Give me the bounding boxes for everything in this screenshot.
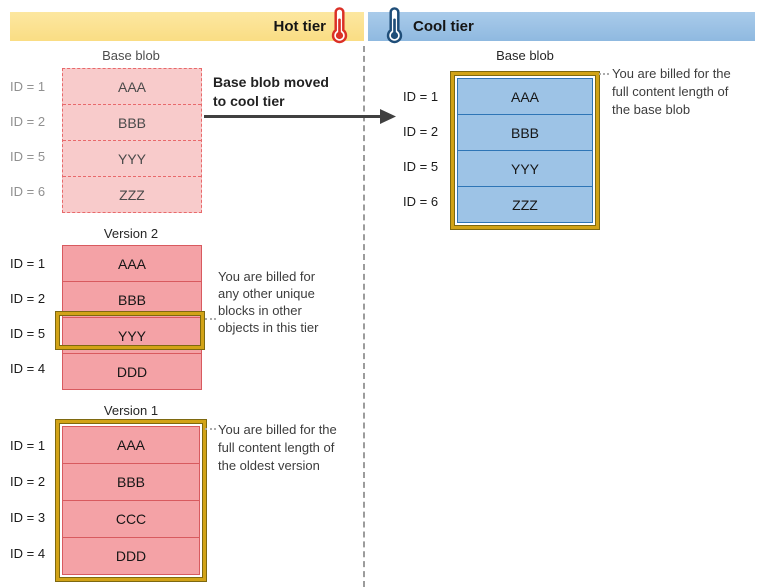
- hot-base-blob-title: Base blob: [102, 48, 160, 63]
- cool-tier-header: Cool tier: [368, 12, 755, 41]
- block-cell: BBB: [63, 281, 201, 317]
- cool-base-blob-table: AAA BBB YYY ZZZ: [457, 78, 593, 223]
- block-cell: CCC: [63, 500, 199, 537]
- move-note: Base blob moved to cool tier: [213, 73, 329, 111]
- row-id-label: ID = 1: [10, 79, 46, 94]
- version1-title: Version 1: [103, 403, 159, 418]
- note-connector-dots: [205, 428, 216, 430]
- row-id-label: ID = 4: [10, 545, 46, 561]
- block-cell: AAA: [117, 255, 146, 272]
- note-line: blocks in other: [218, 303, 302, 318]
- row-id-label: ID = 5: [10, 326, 46, 341]
- row-id-label: ID = 1: [10, 256, 46, 271]
- row-id-label: ID = 2: [10, 473, 46, 489]
- block-cell: BBB: [63, 463, 199, 500]
- note-connector-dots: [205, 318, 216, 320]
- note-line: You are billed for the: [218, 422, 337, 437]
- billed-highlight-frame: AAA BBB YYY ZZZ: [451, 72, 599, 229]
- hot-tier-header: Hot tier: [10, 12, 364, 41]
- version2-billing-note: You are billed for any other unique bloc…: [218, 268, 318, 336]
- block-cell: DDD: [63, 353, 201, 389]
- block-cell: BBB: [63, 104, 201, 140]
- block-cell: YYY: [63, 140, 201, 176]
- row-id-label: ID = 1: [403, 89, 439, 104]
- cool-base-blob-title: Base blob: [496, 48, 554, 63]
- cool-base-blob-id-column: ID = 1 ID = 2 ID = 5 ID = 6: [403, 79, 438, 219]
- block-cell: DDD: [63, 537, 199, 574]
- hot-base-blob-table: AAA BBB YYY ZZZ: [62, 68, 202, 213]
- version1-table: AAA BBB CCC DDD: [62, 426, 200, 575]
- row-id-label: ID = 4: [10, 361, 46, 376]
- hot-tier-label: Hot tier: [273, 18, 327, 35]
- version2-id-column: ID = 1 ID = 2 ID = 5 ID = 4: [10, 246, 45, 386]
- block-cell: ZZZ: [458, 186, 592, 222]
- version1-billing-note: You are billed for the full content leng…: [218, 421, 337, 475]
- block-cell: ZZZ: [63, 176, 201, 212]
- row-id-label: ID = 2: [403, 124, 439, 139]
- block-cell: AAA: [117, 78, 146, 95]
- move-arrow: [204, 109, 396, 124]
- thermometer-cool-icon: [386, 7, 403, 44]
- version2-title: Version 2: [103, 226, 159, 241]
- row-id-label: ID = 5: [403, 159, 439, 174]
- billed-highlight-frame: AAA BBB CCC DDD: [56, 420, 206, 581]
- row-id-label: ID = 2: [10, 291, 46, 306]
- tier-divider: [363, 46, 365, 587]
- version1-id-column: ID = 1 ID = 2 ID = 3 ID = 4: [10, 427, 45, 571]
- version2-table: AAA BBB YYY DDD: [62, 245, 202, 390]
- row-id-label: ID = 5: [10, 149, 46, 164]
- block-cell: BBB: [458, 114, 592, 150]
- note-line: any other unique: [218, 286, 315, 301]
- note-line: the base blob: [612, 102, 691, 117]
- row-id-label: ID = 2: [10, 114, 46, 129]
- hot-base-blob-id-column: ID = 1 ID = 2 ID = 5 ID = 6: [10, 69, 45, 209]
- note-line: You are billed for the: [612, 66, 731, 81]
- move-note-line: Base blob moved: [213, 74, 329, 90]
- block-cell: YYY: [458, 150, 592, 186]
- billed-highlight-box: [56, 312, 204, 349]
- row-id-label: ID = 1: [10, 437, 46, 453]
- cool-billing-note: You are billed for the full content leng…: [612, 65, 731, 119]
- note-line: full content length of: [218, 440, 335, 455]
- move-note-line: to cool tier: [213, 93, 285, 109]
- block-cell: YYY: [63, 317, 201, 353]
- note-connector-dots: [599, 73, 609, 75]
- row-id-label: ID = 3: [10, 509, 46, 525]
- row-id-label: ID = 6: [10, 184, 46, 199]
- block-cell: AAA: [510, 88, 539, 105]
- thermometer-hot-icon: [331, 7, 348, 44]
- cool-tier-label: Cool tier: [413, 18, 474, 35]
- row-id-label: ID = 6: [403, 194, 439, 209]
- block-cell: AAA: [116, 437, 145, 453]
- note-line: full content length of: [612, 84, 729, 99]
- note-line: objects in this tier: [218, 320, 319, 335]
- note-line: You are billed for: [218, 269, 316, 284]
- note-line: the oldest version: [218, 458, 320, 473]
